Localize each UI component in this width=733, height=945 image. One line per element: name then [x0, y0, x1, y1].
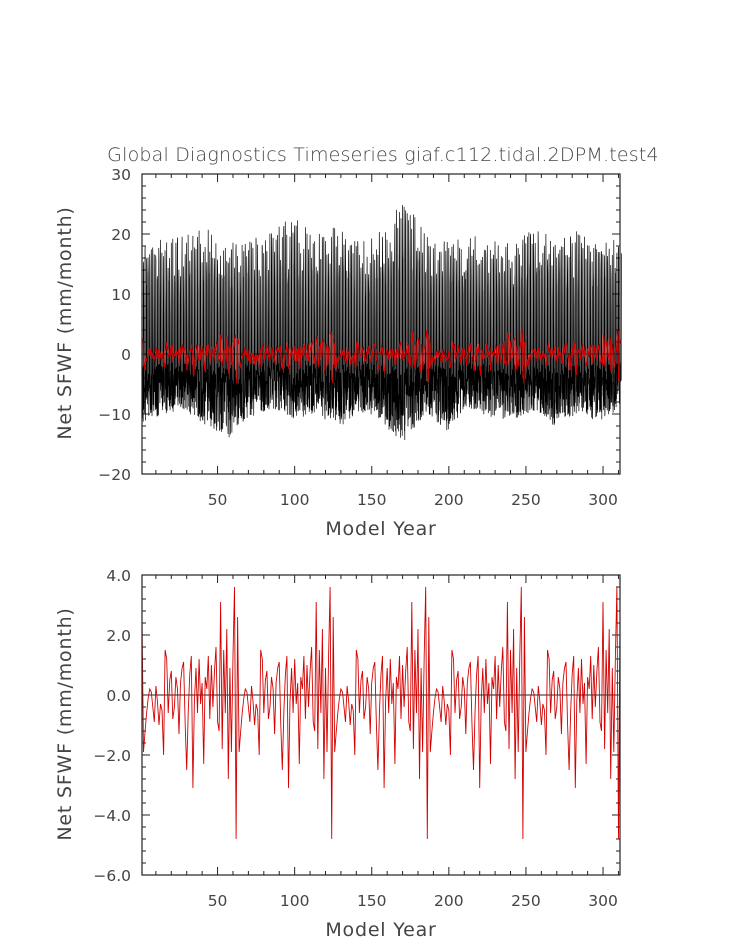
bottom-chart: 50 100 150 200 250 300 −6.0 −4.0 −2.0 0.0 2.0 4.0 M…: [54, 567, 621, 941]
y-tick-label: 4.0: [106, 567, 131, 585]
y-tick-label: −2.0: [93, 747, 131, 765]
y-tick-label: 0.0: [106, 687, 131, 705]
y-tick-label: 20: [111, 226, 131, 244]
x-tick-label: 200: [434, 491, 464, 509]
y-tick-label: 10: [111, 286, 131, 304]
x-tick-label: 100: [280, 892, 310, 910]
x-tick-label: 200: [434, 892, 464, 910]
y-tick-label: 2.0: [106, 627, 131, 645]
x-tick-label: 50: [208, 491, 228, 509]
monthly-series-line: [141, 204, 622, 441]
x-tick-label: 300: [588, 491, 618, 509]
y-tick-label: 30: [111, 166, 131, 184]
y-tick-label: −20: [98, 466, 131, 484]
x-tick-label: 50: [208, 892, 228, 910]
x-tick-label: 250: [511, 491, 541, 509]
bottom-y-axis-title: Net SFWF (mm/month): [54, 607, 76, 840]
top-x-axis-title: Model Year: [325, 518, 436, 540]
top-plot-area: 50 100 150 200 250 300 −20 −10 0 10 20 30: [98, 166, 622, 509]
axes-1: [142, 574, 620, 876]
plot-frame: [141, 574, 621, 876]
bottom-x-axis-title: Model Year: [325, 919, 436, 941]
annual-series-line: [141, 586, 621, 840]
x-tick-label: 100: [280, 491, 310, 509]
bottom-plot-area: 50 100 150 200 250 300 −6.0 −4.0 −2.0 0.0 2.0 4.0: [93, 567, 621, 910]
x-tick-label: 150: [357, 491, 387, 509]
x-tick-label: 150: [357, 892, 387, 910]
y-tick-label: 0: [121, 346, 131, 364]
x-tick-label: 250: [511, 892, 541, 910]
y-tick-label: −4.0: [93, 807, 131, 825]
annual-series-line-top: [141, 329, 622, 385]
top-y-axis-title: Net SFWF (mm/month): [54, 206, 76, 439]
plot-frame: [141, 173, 621, 475]
top-chart: 50 100 150 200 250 300 −20 −10 0 10 20 30 Model Yea…: [54, 166, 622, 540]
chart-title: Global Diagnostics Timeseries giaf.c112.…: [107, 144, 659, 166]
y-tick-label: −10: [98, 406, 131, 424]
x-tick-label: 300: [588, 892, 618, 910]
y-tick-label: −6.0: [93, 867, 131, 885]
